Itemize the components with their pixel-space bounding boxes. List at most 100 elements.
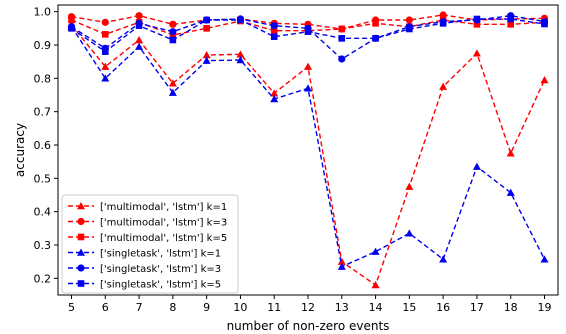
data-point: [507, 21, 515, 28]
legend-marker: [77, 248, 85, 256]
data-point: [472, 49, 481, 57]
data-point: [371, 281, 380, 289]
series-6: [68, 15, 548, 55]
legend-marker: [77, 280, 85, 287]
data-point: [337, 262, 346, 270]
x-tick-label: 5: [68, 301, 75, 314]
legend-entry: ['multimodal', 'lstm'] k=1: [68, 202, 227, 213]
y-tick-label: 0.4: [34, 206, 52, 219]
data-point: [338, 55, 346, 63]
data-point: [304, 84, 312, 92]
data-point: [203, 25, 210, 32]
series-1: [67, 21, 549, 289]
data-point: [68, 25, 75, 32]
y-axis-label: accuracy: [13, 123, 27, 177]
data-point: [101, 74, 110, 82]
data-point: [540, 76, 549, 84]
data-point: [169, 36, 177, 44]
data-point: [472, 162, 481, 170]
data-point: [338, 25, 346, 33]
legend-marker: [77, 202, 85, 210]
legend-entry: ['multimodal', 'lstm'] k=3: [68, 218, 227, 229]
x-tick-label: 10: [233, 301, 247, 314]
data-point: [101, 31, 109, 38]
legend-entry: ['multimodal', 'lstm'] k=5: [68, 233, 227, 244]
y-tick-label: 0.5: [34, 172, 52, 185]
x-tick-label: 12: [301, 301, 315, 314]
series-line: [71, 19, 545, 36]
data-point: [169, 28, 177, 36]
data-point: [439, 255, 448, 263]
data-point: [168, 79, 177, 87]
legend-label: ['multimodal', 'lstm'] k=3: [100, 218, 227, 229]
x-tick-label: 15: [402, 301, 416, 314]
data-point: [237, 16, 244, 24]
x-tick-label: 18: [504, 301, 518, 314]
data-point: [337, 257, 346, 265]
y-axis-ticks: 0.2 0.3 0.4 0.5 0.6 0.7 0.8 0.9 1.0: [34, 6, 58, 285]
data-point: [168, 88, 177, 96]
series-4: [67, 22, 549, 270]
data-point: [304, 62, 312, 70]
legend-label: ['singletask', 'lstm'] k=1: [100, 249, 221, 260]
data-point: [101, 62, 110, 70]
data-point: [270, 89, 279, 97]
data-point: [135, 36, 144, 44]
y-tick-label: 0.9: [34, 39, 52, 52]
data-point: [270, 33, 278, 40]
x-tick-label: 17: [470, 301, 484, 314]
data-point: [507, 15, 515, 23]
x-axis-label: number of non-zero events: [227, 319, 390, 333]
data-point: [338, 35, 346, 42]
data-point: [135, 42, 144, 50]
data-point: [506, 149, 515, 157]
data-point: [406, 25, 413, 33]
y-tick-label: 0.3: [34, 239, 52, 252]
data-point: [371, 247, 380, 255]
data-point: [135, 12, 143, 20]
data-point: [405, 16, 413, 24]
x-tick-label: 6: [102, 301, 109, 314]
data-point: [506, 188, 515, 196]
legend-marker: [77, 264, 85, 272]
legend-marker: [77, 233, 85, 241]
y-tick-label: 0.6: [34, 139, 52, 152]
data-point: [236, 56, 245, 64]
data-point: [540, 255, 549, 263]
data-point: [236, 50, 245, 58]
data-point: [304, 28, 312, 35]
data-point: [270, 95, 279, 103]
y-tick-label: 0.8: [34, 72, 52, 85]
x-tick-label: 13: [335, 301, 349, 314]
y-tick-label: 1.0: [34, 6, 52, 19]
legend-entry: ['singletask', 'lstm'] k=5: [68, 280, 221, 291]
data-point: [405, 182, 414, 190]
plot-area: [67, 11, 549, 289]
x-tick-label: 9: [203, 301, 210, 314]
legend-label: ['singletask', 'lstm'] k=3: [100, 264, 221, 275]
x-tick-label: 19: [537, 301, 551, 314]
data-point: [372, 20, 379, 27]
data-point: [473, 15, 481, 23]
data-point: [473, 21, 481, 28]
legend: ['multimodal', 'lstm'] k=1 ['multimodal',…: [61, 194, 239, 294]
data-point: [169, 20, 177, 28]
x-tick-label: 8: [169, 301, 176, 314]
data-point: [372, 35, 379, 42]
data-point: [541, 20, 548, 28]
x-tick-label: 7: [136, 301, 143, 314]
legend-marker: [77, 217, 85, 226]
data-point: [101, 18, 109, 26]
legend-label: ['multimodal', 'lstm'] k=1: [100, 202, 227, 213]
data-point: [202, 51, 211, 59]
x-tick-label: 14: [369, 301, 383, 314]
legend-frame: [61, 194, 239, 294]
data-point: [405, 229, 414, 237]
data-point: [68, 16, 75, 24]
legend-label: ['multimodal', 'lstm'] k=5: [100, 233, 227, 244]
data-point: [203, 16, 210, 24]
y-tick-label: 0.2: [34, 272, 52, 285]
legend-entry: ['singletask', 'lstm'] k=1: [68, 248, 221, 260]
x-tick-label: 16: [436, 301, 450, 314]
